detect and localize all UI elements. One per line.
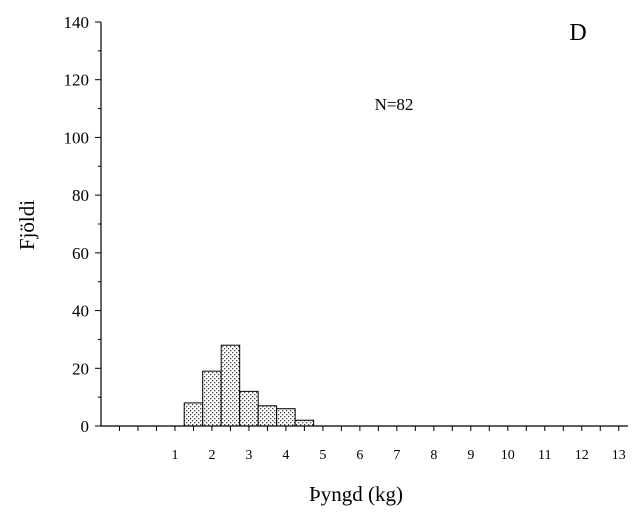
x-tick-label: 4 bbox=[282, 448, 289, 463]
x-tick-label: 3 bbox=[245, 448, 252, 463]
x-tick-label: 9 bbox=[467, 448, 474, 463]
x-tick-label: 11 bbox=[538, 448, 551, 463]
bar-2 bbox=[220, 344, 241, 427]
y-axis-label: Fjöldi bbox=[15, 200, 39, 250]
x-tick-label: 6 bbox=[356, 448, 363, 463]
bar-4 bbox=[257, 405, 278, 427]
x-tick-label: 2 bbox=[208, 448, 215, 463]
bar-0 bbox=[183, 402, 204, 427]
axes-group bbox=[100, 22, 628, 427]
x-tick-label: 1 bbox=[171, 448, 178, 463]
bar-6 bbox=[294, 419, 315, 427]
y-tick-label: 60 bbox=[72, 244, 89, 263]
y-tick-label: 20 bbox=[72, 359, 89, 378]
panel-label: D bbox=[569, 20, 586, 46]
x-tick-label: 5 bbox=[319, 448, 326, 463]
y-tick-label: 0 bbox=[81, 417, 90, 436]
sample-size-annotation: N=82 bbox=[375, 95, 414, 114]
x-tick-label: 7 bbox=[393, 448, 400, 463]
x-axis-label: Þyngd (kg) bbox=[309, 482, 403, 506]
y-tick-label: 120 bbox=[64, 71, 90, 90]
y-tick-label: 100 bbox=[64, 128, 90, 147]
x-tick-label: 13 bbox=[612, 448, 626, 463]
bars-group bbox=[183, 344, 315, 427]
y-tick-label: 140 bbox=[64, 13, 90, 32]
y-tick-label: 80 bbox=[72, 186, 89, 205]
x-tick-label: 12 bbox=[575, 448, 589, 463]
bar-3 bbox=[239, 390, 259, 427]
bar-5 bbox=[276, 408, 296, 427]
bar-1 bbox=[202, 370, 222, 427]
y-tick-label: 40 bbox=[72, 302, 89, 321]
x-tick-label: 8 bbox=[430, 448, 437, 463]
x-tick-label: 10 bbox=[501, 448, 515, 463]
